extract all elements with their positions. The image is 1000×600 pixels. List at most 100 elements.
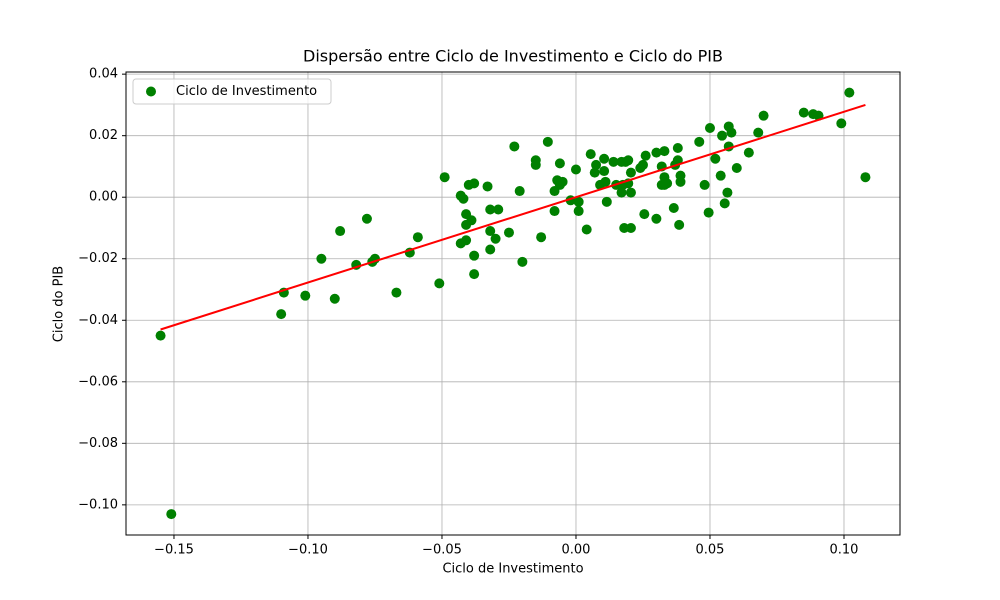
legend-label: Ciclo de Investimento <box>176 84 317 99</box>
x-tick-label: −0.05 <box>422 543 462 558</box>
scatter-point <box>581 224 592 235</box>
plot-area <box>155 87 871 520</box>
scatter-point <box>710 153 721 164</box>
scatter-point <box>485 226 496 237</box>
scatter-point <box>509 141 520 152</box>
scatter-point <box>731 162 742 173</box>
x-tick-label: 0.05 <box>696 543 725 558</box>
scatter-point <box>703 207 714 218</box>
scatter-point <box>276 309 287 320</box>
scatter-point <box>542 136 553 147</box>
scatter-point <box>672 142 683 153</box>
scatter-point <box>625 167 636 178</box>
scatter-point <box>601 196 612 207</box>
grid <box>126 72 900 535</box>
scatter-point <box>726 127 737 138</box>
scatter-point <box>651 147 662 158</box>
y-tick-label: 0.02 <box>89 128 118 143</box>
scatter-point <box>836 118 847 129</box>
scatter-point <box>639 209 650 220</box>
y-tick-label: −0.04 <box>78 313 118 328</box>
scatter-point <box>469 269 480 280</box>
scatter-point <box>570 164 581 175</box>
scatter-point <box>625 187 636 198</box>
scatter-point <box>674 219 685 230</box>
axes: −0.15 −0.10 −0.05 0.00 0.05 0.10 −0.10 −0.08 −0.… <box>78 67 858 558</box>
scatter-point <box>461 235 472 246</box>
scatter-point <box>391 287 402 298</box>
scatter-point <box>668 202 679 213</box>
scatter-point <box>412 232 423 243</box>
y-tick-label: 0.00 <box>89 190 118 205</box>
scatter-point <box>662 178 673 189</box>
legend: Ciclo de Investimento <box>132 78 332 105</box>
scatter-point <box>439 172 450 183</box>
scatter-point <box>637 159 648 170</box>
scatter-point <box>503 227 514 238</box>
scatter-point <box>675 170 686 181</box>
y-axis-label: Ciclo do PIB <box>52 266 67 342</box>
scatter-point <box>616 187 627 198</box>
scatter-point <box>599 153 610 164</box>
scatter-point <box>300 290 311 301</box>
scatter-point <box>599 166 610 177</box>
scatter-point <box>608 156 619 167</box>
scatter-point <box>458 193 469 204</box>
scatter-point <box>469 250 480 261</box>
y-tick-label: 0.04 <box>89 67 118 82</box>
y-tick-label: −0.02 <box>78 251 118 266</box>
y-tick-label: −0.10 <box>78 497 118 512</box>
scatter-point <box>715 170 726 181</box>
scatter-point <box>530 159 541 170</box>
scatter-point <box>155 330 166 341</box>
scatter-point <box>536 232 547 243</box>
scatter-point <box>860 172 871 183</box>
fit-line <box>160 103 866 331</box>
scatter-point <box>514 186 525 197</box>
x-tick-label: 0.00 <box>562 543 591 558</box>
scatter-point <box>557 176 568 187</box>
scatter-point <box>166 509 177 520</box>
scatter-point <box>549 206 560 217</box>
scatter-point <box>316 253 327 264</box>
scatter-point <box>485 204 496 215</box>
scatter-point <box>753 127 764 138</box>
scatter-point <box>573 206 584 217</box>
scatter-point <box>335 226 346 237</box>
y-tick-label: −0.06 <box>78 374 118 389</box>
scatter-point <box>640 150 651 161</box>
scatter-point <box>585 149 596 160</box>
x-tick-label: −0.15 <box>154 543 194 558</box>
scatter-point <box>361 213 372 224</box>
scatter-point <box>651 213 662 224</box>
scatter-point <box>600 176 611 187</box>
scatter-point <box>699 179 710 190</box>
scatter-point <box>469 178 480 189</box>
scatter-point <box>719 198 730 209</box>
scatter-point <box>554 158 565 169</box>
scatter-point <box>589 167 600 178</box>
scatter-point <box>329 293 340 304</box>
legend-marker <box>146 86 156 97</box>
scatter-point <box>573 196 584 207</box>
scatter-point <box>623 155 634 166</box>
chart-title: Dispersão entre Ciclo de Investimento e … <box>303 47 723 66</box>
scatter-point <box>485 244 496 255</box>
scatter-point <box>704 122 715 133</box>
legend-box <box>132 78 332 105</box>
scatter-point <box>490 233 501 244</box>
scatter-point <box>591 159 602 170</box>
scatter-point <box>758 110 769 121</box>
scatter-point <box>743 147 754 158</box>
scatter-point <box>844 87 855 98</box>
scatter-point <box>694 136 705 147</box>
scatter-point <box>517 256 528 267</box>
x-axis-label: Ciclo de Investimento <box>442 562 583 577</box>
scatter-point <box>466 215 477 226</box>
scatter-point <box>672 155 683 166</box>
x-tick-label: 0.10 <box>830 543 859 558</box>
scatter-point <box>493 204 504 215</box>
scatter-point <box>798 107 809 118</box>
scatter-point <box>482 181 493 192</box>
